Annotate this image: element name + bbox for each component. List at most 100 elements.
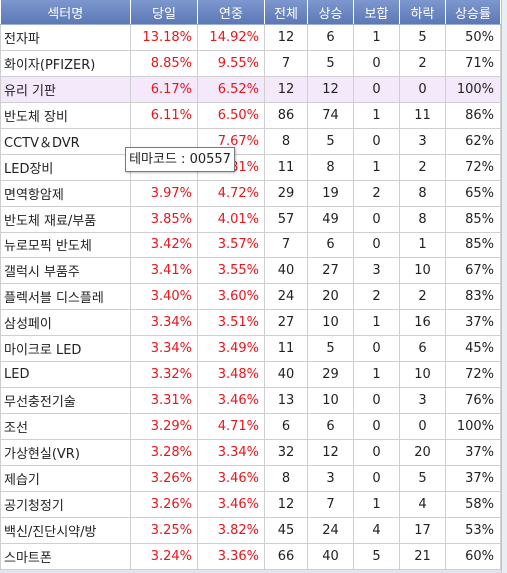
up-count-cell: 6 (307, 231, 354, 259)
ytd-change-cell: 3.82% (197, 516, 265, 544)
table-row[interactable]: 마이크로 LED 3.34% 3.49% 11 5 0 6 45% (0, 335, 501, 363)
up-rate-cell: 83% (445, 283, 501, 311)
table-row[interactable]: 가상현실(VR) 3.28% 3.34% 32 12 0 20 37% (0, 439, 501, 466)
sector-name-cell: CCTV＆DVR (0, 127, 131, 155)
today-change-cell: 3.42% (130, 231, 198, 259)
total-count-cell: 7 (264, 49, 308, 77)
total-count-cell: 7 (264, 231, 308, 259)
table-row[interactable]: 전자파 13.18% 14.92% 12 6 1 5 50% (0, 24, 501, 51)
sector-name-cell: 백신/진단시약/방 (0, 516, 131, 544)
down-count-cell: 8 (399, 179, 446, 207)
ytd-change-cell: 3.51% (197, 309, 265, 337)
today-change-cell: 3.34% (130, 309, 198, 337)
down-count-cell: 17 (399, 516, 446, 544)
table-row[interactable]: CCTV＆DVR 7.67% 8 5 0 3 62% (0, 127, 501, 155)
header-down-count[interactable]: 하락 (399, 0, 446, 25)
today-change-cell: 13.18% (130, 24, 198, 51)
up-count-cell: 6 (307, 24, 354, 51)
today-change-cell: 3.28% (130, 439, 198, 466)
table-row[interactable]: 반도체 재료/부품 3.85% 4.01% 57 49 0 8 85% (0, 205, 501, 233)
table-row[interactable]: 백신/진단시약/방 3.25% 3.82% 45 24 4 17 53% (0, 516, 501, 544)
table-row[interactable]: 면역항암제 3.97% 4.72% 29 19 2 8 65% (0, 179, 501, 207)
total-count-cell: 40 (264, 361, 308, 389)
total-count-cell: 24 (264, 283, 308, 311)
total-count-cell: 40 (264, 257, 308, 285)
header-total-count[interactable]: 전체 (264, 0, 308, 25)
sector-name-cell: 면역항암제 (0, 179, 131, 207)
table-row[interactable]: LED 3.32% 3.48% 40 29 1 10 72% (0, 361, 501, 389)
down-count-cell: 3 (399, 387, 446, 415)
down-count-cell: 5 (399, 464, 446, 492)
ytd-change-cell: 3.46% (197, 490, 265, 518)
header-sector-name[interactable]: 섹터명 (0, 0, 131, 25)
window-bottom-edge (0, 570, 501, 573)
sector-name-cell: 갤럭시 부품주 (0, 257, 131, 285)
table-row[interactable]: 반도체 장비 6.11% 6.50% 86 74 1 11 86% (0, 101, 501, 129)
flat-count-cell: 2 (353, 179, 400, 207)
sector-name-cell: 조선 (0, 413, 131, 440)
sector-name-cell: 반도체 재료/부품 (0, 205, 131, 233)
down-count-cell: 10 (399, 257, 446, 285)
down-count-cell: 0 (399, 75, 446, 103)
header-up-rate[interactable]: 상승률 (445, 0, 501, 25)
flat-count-cell: 1 (353, 153, 400, 181)
ytd-change-cell: 3.46% (197, 387, 265, 415)
sector-name-cell: 제습기 (0, 464, 131, 492)
total-count-cell: 8 (264, 464, 308, 492)
up-rate-cell: 85% (445, 205, 501, 233)
table-row[interactable]: 공기청정기 3.26% 3.46% 12 7 1 4 58% (0, 490, 501, 518)
down-count-cell: 2 (399, 153, 446, 181)
up-rate-cell: 100% (445, 75, 501, 103)
header-flat-count[interactable]: 보합 (353, 0, 400, 25)
sector-name-cell: 유리 기판 (0, 75, 131, 103)
sector-name-cell: 가상현실(VR) (0, 439, 131, 466)
ytd-change-cell: 3.36% (197, 542, 265, 571)
today-change-cell: 3.25% (130, 516, 198, 544)
down-count-cell: 11 (399, 101, 446, 129)
flat-count-cell: 0 (353, 205, 400, 233)
table-row[interactable]: 제습기 3.26% 3.46% 8 3 0 5 37% (0, 464, 501, 492)
table-row[interactable]: 갤럭시 부품주 3.41% 3.55% 40 27 3 10 67% (0, 257, 501, 285)
up-rate-cell: 60% (445, 542, 501, 571)
up-rate-cell: 65% (445, 179, 501, 207)
flat-count-cell: 1 (353, 101, 400, 129)
header-up-count[interactable]: 상승 (307, 0, 354, 25)
today-change-cell: 3.85% (130, 205, 198, 233)
table-row[interactable]: 뉴로모픽 반도체 3.42% 3.57% 7 6 0 1 85% (0, 231, 501, 259)
table-row[interactable]: 유리 기판 6.17% 6.52% 12 12 0 0 100% (0, 75, 501, 103)
total-count-cell: 11 (264, 153, 308, 181)
total-count-cell: 45 (264, 516, 308, 544)
table-row[interactable]: 플렉서블 디스플레 3.40% 3.60% 24 20 2 2 83% (0, 283, 501, 311)
up-count-cell: 20 (307, 283, 354, 311)
up-count-cell: 8 (307, 153, 354, 181)
table-row[interactable]: 스마트폰 3.24% 3.36% 66 40 5 21 60% (0, 542, 501, 571)
header-ytd-change[interactable]: 연중 (197, 0, 265, 25)
up-count-cell: 49 (307, 205, 354, 233)
down-count-cell: 6 (399, 335, 446, 363)
total-count-cell: 12 (264, 24, 308, 51)
up-count-cell: 40 (307, 542, 354, 571)
sector-name-cell: 공기청정기 (0, 490, 131, 518)
total-count-cell: 12 (264, 490, 308, 518)
ytd-change-cell: 3.34% (197, 439, 265, 466)
sector-name-cell: LED장비 (0, 153, 131, 181)
up-rate-cell: 85% (445, 231, 501, 259)
total-count-cell: 13 (264, 387, 308, 415)
down-count-cell: 21 (399, 542, 446, 571)
up-rate-cell: 76% (445, 387, 501, 415)
up-rate-cell: 86% (445, 101, 501, 129)
total-count-cell: 32 (264, 439, 308, 466)
table-row[interactable]: 화이자(PFIZER) 8.85% 9.55% 7 5 0 2 71% (0, 49, 501, 77)
up-count-cell: 6 (307, 413, 354, 440)
total-count-cell: 6 (264, 413, 308, 440)
table-row[interactable]: 무선충전기술 3.31% 3.46% 13 10 0 3 76% (0, 387, 501, 415)
header-today-change[interactable]: 당일 (130, 0, 198, 25)
table-row[interactable]: 삼성페이 3.34% 3.51% 27 10 1 16 37% (0, 309, 501, 337)
today-change-cell: 3.41% (130, 257, 198, 285)
flat-count-cell: 0 (353, 439, 400, 466)
up-count-cell: 29 (307, 361, 354, 389)
table-row[interactable]: 조선 3.29% 4.71% 6 6 0 0 100% (0, 413, 501, 440)
up-count-cell: 24 (307, 516, 354, 544)
